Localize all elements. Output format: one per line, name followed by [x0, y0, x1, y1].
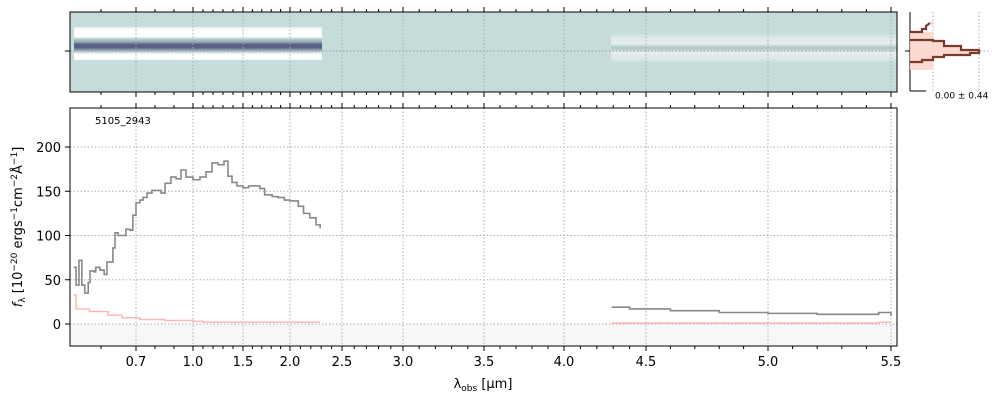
- x-tick-label: 4.5: [636, 355, 657, 370]
- x-axis-label: λobs [μm]: [454, 377, 513, 394]
- spectrum-2d-band-right: [611, 22, 897, 74]
- y-tick-label: 150: [36, 185, 61, 200]
- x-tick-label: 2.5: [332, 355, 353, 370]
- spectrum-2d-panel: [65, 7, 897, 97]
- y-axis-label: fλ [10−20 ergs−1cm−2Å−1]: [10, 147, 28, 308]
- x-tick-label: 0.7: [126, 355, 147, 370]
- spectrum-2d-band-left: [74, 18, 322, 73]
- y-tick-label: 200: [36, 141, 61, 156]
- x-tick-label: 3.0: [393, 355, 414, 370]
- x-tick-label: 1.5: [233, 355, 254, 370]
- x-tick-label: 5.5: [881, 355, 902, 370]
- x-tick-label: 4.0: [554, 355, 575, 370]
- x-tick-label: 1.0: [183, 355, 204, 370]
- histogram-label: 0.00 ± 0.44: [935, 92, 989, 102]
- y-tick-label: 50: [44, 274, 61, 289]
- y-tick-label: 0: [53, 318, 61, 333]
- object-id-label: 5105_2943: [95, 116, 151, 127]
- x-tick-label: 5.0: [758, 355, 779, 370]
- x-tick-label: 2.0: [280, 355, 301, 370]
- x-tick-label: 3.5: [474, 355, 495, 370]
- histogram-panel: 0.00 ± 0.44: [905, 12, 990, 102]
- y-tick-label: 100: [36, 230, 61, 245]
